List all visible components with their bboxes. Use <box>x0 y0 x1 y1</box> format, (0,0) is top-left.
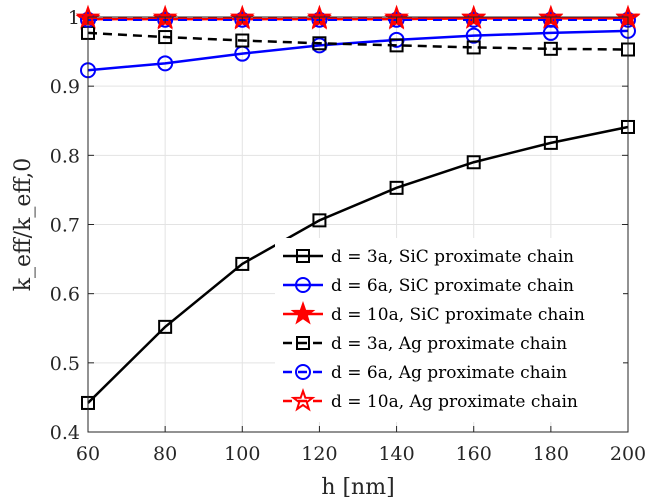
y-axis-label: k_eff/k_eff,0 <box>11 158 36 292</box>
legend-label: d = 3a, Ag proximate chain <box>331 334 567 354</box>
circle-marker <box>311 11 328 28</box>
legend: d = 3a, SiC proximate chain d = 6a, SiC p… <box>275 238 623 422</box>
square-marker <box>235 33 250 48</box>
grid <box>87 16 629 433</box>
square-marker <box>296 249 310 263</box>
x-tick-label: 60 <box>76 443 100 465</box>
legend-label: d = 3a, SiC proximate chain <box>331 247 574 267</box>
square-marker <box>312 213 327 228</box>
circle-marker <box>157 11 174 28</box>
series-line <box>87 125 629 404</box>
square-marker <box>389 180 404 195</box>
y-tick-label: 0.7 <box>50 215 80 237</box>
x-tick-label: 140 <box>378 443 414 465</box>
square-marker <box>296 336 310 350</box>
square-marker <box>389 38 404 53</box>
circle-marker <box>542 11 559 28</box>
legend-box <box>275 238 623 422</box>
star-marker <box>290 387 316 412</box>
square-marker <box>158 319 173 334</box>
y-tick-label: 1 <box>68 7 80 29</box>
x-tick-label: 160 <box>456 443 492 465</box>
x-tick-label: 80 <box>153 443 177 465</box>
square-marker <box>466 155 481 170</box>
x-tick-label: 120 <box>301 443 337 465</box>
series-line <box>87 29 629 72</box>
y-tick-label: 0.9 <box>50 76 80 98</box>
series-line <box>87 31 629 51</box>
circle-marker <box>465 11 482 28</box>
square-marker <box>158 30 173 45</box>
y-tick-label: 0.6 <box>50 284 80 306</box>
y-tick-label: 0.8 <box>50 145 80 167</box>
legend-entry: d = 10a, SiC proximate chain <box>283 300 585 325</box>
series-5 <box>80 11 636 28</box>
x-tick-label: 180 <box>533 443 569 465</box>
legend-label: d = 6a, SiC proximate chain <box>331 276 574 296</box>
square-marker <box>466 40 481 55</box>
x-tick-label: 200 <box>610 443 646 465</box>
legend-label: d = 10a, SiC proximate chain <box>331 305 585 325</box>
square-marker <box>235 256 250 271</box>
y-tick-label: 0.5 <box>50 353 80 375</box>
legend-entry: d = 6a, SiC proximate chain <box>283 276 574 296</box>
circle-marker <box>295 364 311 380</box>
circle-marker <box>157 55 174 72</box>
circle-marker <box>295 277 311 293</box>
square-marker <box>312 36 327 51</box>
x-tick-label: 100 <box>224 443 260 465</box>
circle-marker <box>388 11 405 28</box>
legend-label: d = 6a, Ag proximate chain <box>331 363 567 383</box>
legend-entry: d = 3a, SiC proximate chain <box>283 247 574 267</box>
legend-entry: d = 6a, Ag proximate chain <box>283 363 567 383</box>
legend-label: d = 10a, Ag proximate chain <box>331 392 578 412</box>
axis-ticks: 60 80 100 120 140 160 180 200 0.4 0.5 0.6 0.7 0.8 0.9… <box>50 7 646 465</box>
square-marker <box>543 41 558 56</box>
legend-entry: d = 3a, Ag proximate chain <box>283 334 567 354</box>
circle-marker <box>465 27 482 44</box>
square-marker <box>543 135 558 150</box>
legend-entry: d = 10a, Ag proximate chain <box>283 387 578 412</box>
x-axis-label: h [nm] <box>321 475 394 500</box>
circle-marker <box>234 11 251 28</box>
star-marker <box>290 300 316 325</box>
y-tick-label: 0.4 <box>50 422 80 444</box>
